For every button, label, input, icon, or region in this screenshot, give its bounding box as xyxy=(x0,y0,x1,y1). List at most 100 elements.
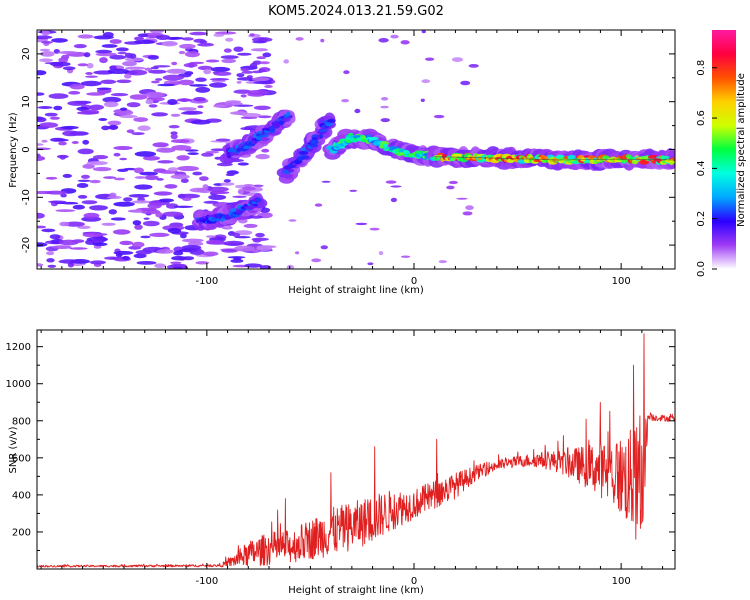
noise-cell xyxy=(86,62,94,69)
noise-cell xyxy=(77,148,94,155)
noise-cell xyxy=(257,48,269,52)
snr-ytick-label: 200 xyxy=(12,527,31,538)
noise-cell xyxy=(237,162,249,166)
noise-cell xyxy=(421,30,426,34)
noise-cell xyxy=(148,69,167,74)
noise-cell xyxy=(227,256,246,259)
noise-cell xyxy=(190,119,211,125)
noise-cell xyxy=(112,229,131,235)
noise-cell xyxy=(237,52,252,56)
noise-cell xyxy=(134,176,147,179)
noise-cell xyxy=(380,118,390,123)
noise-cell xyxy=(132,220,142,226)
noise-cell xyxy=(171,61,178,66)
noise-cell xyxy=(144,67,153,72)
noise-cell xyxy=(109,65,117,71)
noise-cell xyxy=(102,32,114,38)
noise-cell xyxy=(89,179,101,184)
noise-cell xyxy=(207,186,229,192)
ridge-cell xyxy=(256,197,261,203)
noise-cell xyxy=(232,195,247,198)
noise-cell xyxy=(124,73,132,79)
noise-cell xyxy=(251,70,264,74)
noise-cell xyxy=(117,51,128,55)
noise-cell xyxy=(85,75,98,78)
spectrogram-ytick-label: 0 xyxy=(21,146,32,152)
noise-cell xyxy=(48,93,69,99)
noise-cell xyxy=(134,224,143,230)
noise-cell xyxy=(137,125,151,131)
noise-cell xyxy=(133,117,149,122)
noise-cell xyxy=(108,209,118,215)
noise-cell xyxy=(37,35,53,40)
noise-cell xyxy=(37,70,47,76)
spectrogram-plot-area xyxy=(37,30,675,269)
noise-cell xyxy=(173,266,183,269)
snr-xtick-label: 0 xyxy=(411,576,417,587)
noise-cell xyxy=(355,222,368,226)
noise-cell xyxy=(134,151,157,157)
noise-cell xyxy=(369,227,380,231)
noise-cell xyxy=(149,30,164,34)
noise-cell xyxy=(214,156,222,160)
noise-cell xyxy=(263,38,269,42)
noise-cell xyxy=(209,82,227,88)
noise-cell xyxy=(67,100,88,106)
noise-cell xyxy=(456,197,468,200)
noise-cell xyxy=(110,217,126,221)
noise-cell xyxy=(103,101,119,108)
noise-cell xyxy=(101,44,118,48)
noise-cell xyxy=(378,38,389,43)
colorbar-gradient xyxy=(712,30,736,269)
noise-cell xyxy=(134,39,155,45)
noise-cell xyxy=(129,94,148,100)
noise-cell xyxy=(46,251,55,256)
noise-cell xyxy=(92,155,109,160)
noise-cell xyxy=(167,99,178,105)
noise-cell xyxy=(173,250,184,256)
noise-cell xyxy=(144,175,159,181)
noise-cell xyxy=(236,73,245,78)
spectrogram-ylabel: Frequency (Hz) xyxy=(8,112,19,188)
noise-cell xyxy=(142,220,160,227)
noise-cell xyxy=(295,37,304,41)
noise-cell xyxy=(77,34,94,39)
noise-cell xyxy=(123,197,133,202)
noise-cell xyxy=(311,258,322,263)
noise-cell xyxy=(258,67,271,73)
noise-cell xyxy=(223,240,245,246)
noise-cell xyxy=(37,263,44,267)
noise-cell xyxy=(240,68,250,72)
noise-cell xyxy=(199,176,209,182)
noise-cell xyxy=(113,250,134,255)
colorbar-axes: 0.0 0.2 0.4 0.6 0.8 xyxy=(696,60,717,277)
noise-cell xyxy=(113,152,121,157)
noise-cell xyxy=(59,221,70,227)
noise-cell xyxy=(233,245,256,252)
noise-cell xyxy=(195,77,207,82)
noise-cell xyxy=(68,91,81,95)
noise-cell xyxy=(69,247,88,250)
noise-cell xyxy=(113,146,133,150)
ridge-cell xyxy=(647,154,658,159)
noise-cell xyxy=(195,261,210,265)
noise-cell xyxy=(203,251,219,257)
noise-cell xyxy=(176,155,190,161)
noise-cell xyxy=(197,42,215,47)
noise-cell xyxy=(205,59,220,63)
ridge-cell xyxy=(318,129,328,133)
noise-cell xyxy=(433,114,445,119)
noise-cell xyxy=(182,197,192,202)
noise-cell xyxy=(421,79,431,84)
noise-cell xyxy=(210,66,231,72)
noise-cell xyxy=(49,234,61,240)
ridge-cell xyxy=(293,159,303,164)
ridge-cell xyxy=(570,161,580,164)
noise-cell xyxy=(189,187,208,193)
noise-cell xyxy=(188,241,204,246)
noise-cell xyxy=(252,184,264,187)
noise-cell xyxy=(119,114,138,119)
noise-cell xyxy=(89,104,104,111)
noise-cell xyxy=(154,263,166,269)
